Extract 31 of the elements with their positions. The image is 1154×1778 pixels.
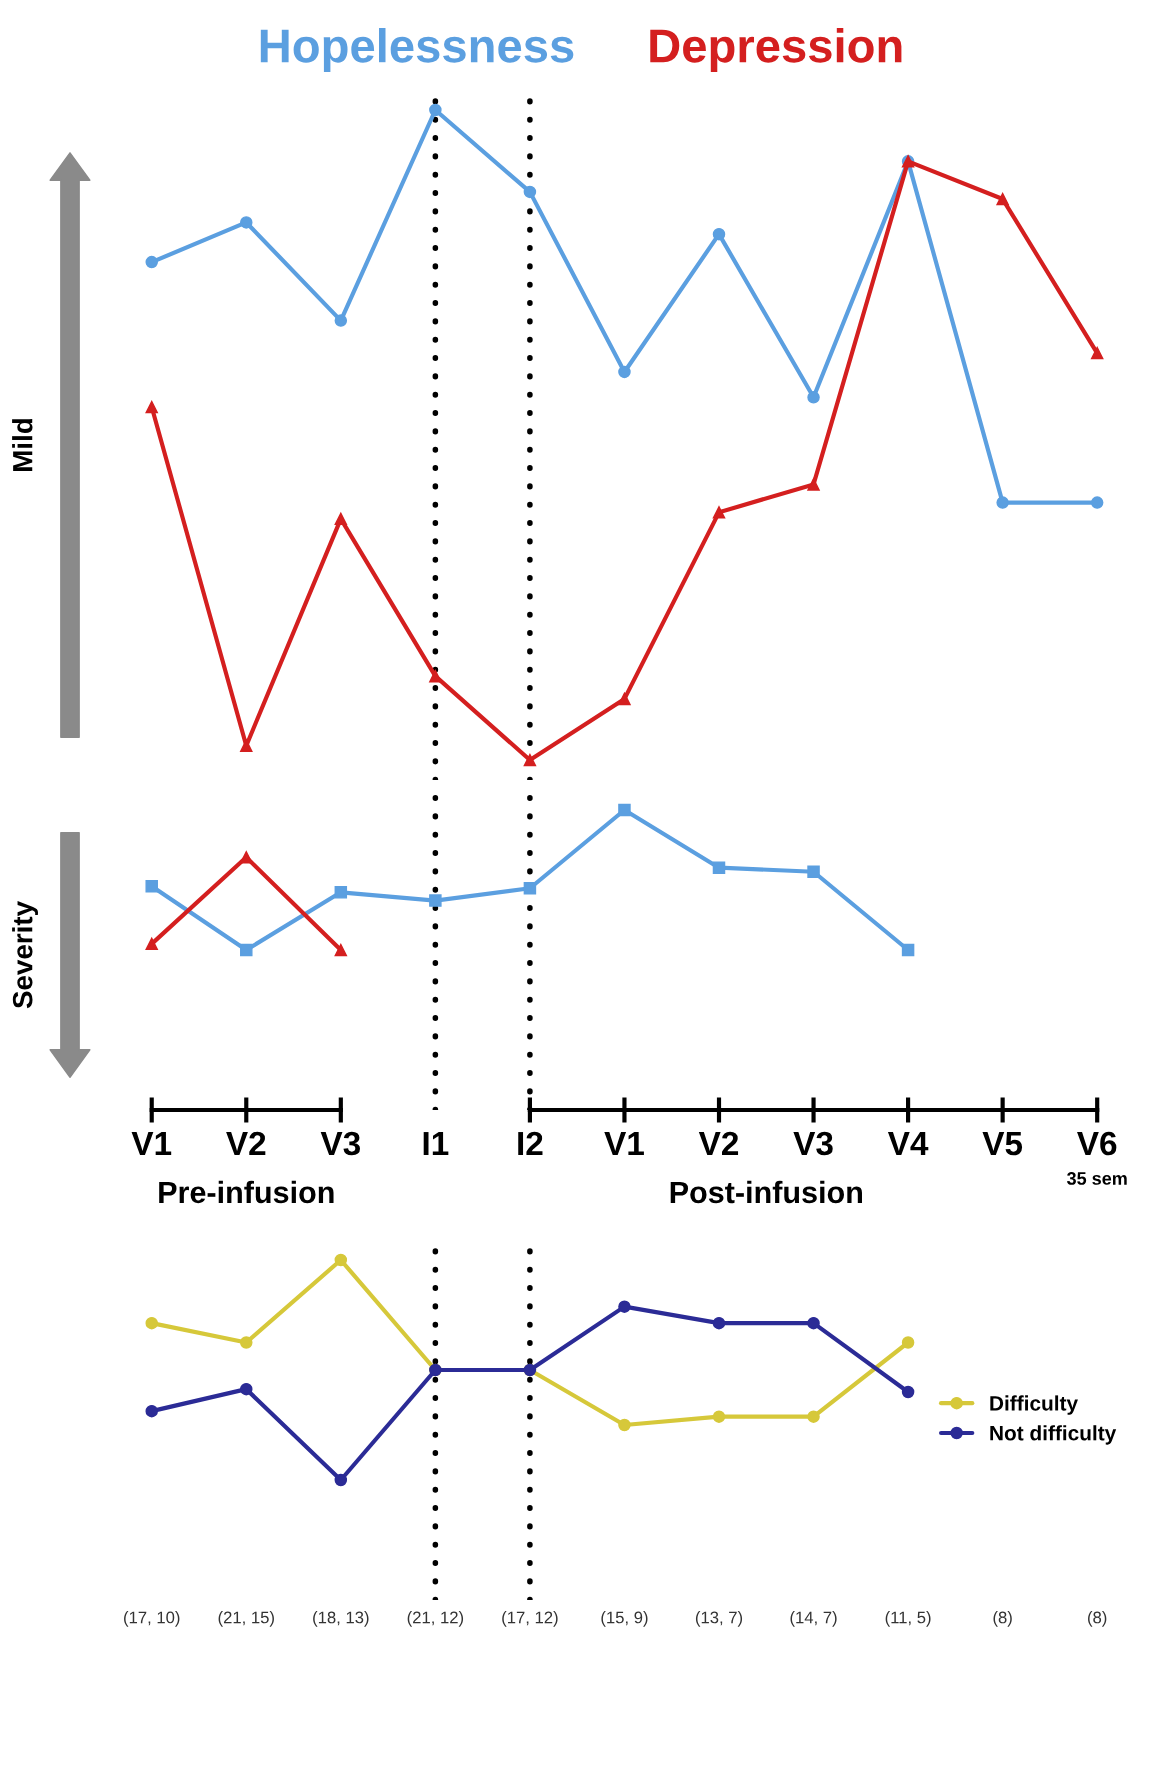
legend-label: Not difficulty (990, 1425, 1117, 1445)
x-tick-label: V2 (226, 1131, 266, 1155)
x-tick-label: V1 (604, 1132, 644, 1155)
x-tick-label: (18, 13) (313, 1611, 369, 1627)
x-tick-label: V4 (887, 1132, 929, 1155)
x-tick-label: V2 (698, 1131, 739, 1155)
x-tick-label: V1 (131, 1132, 172, 1155)
x-tick-label: V3 (320, 1131, 360, 1156)
x-tick-label: I2 (518, 1131, 543, 1155)
x-tick-label: (15, 9) (601, 1611, 648, 1627)
x-tick-label: (11, 5) (885, 1611, 931, 1627)
y-axis-title: Mild (12, 419, 33, 471)
x-tick-label: (14, 7) (790, 1611, 837, 1627)
series-label: Depression (650, 27, 902, 73)
x-tick-label: V5 (982, 1132, 1023, 1156)
x-tick-label: (8) (993, 1611, 1012, 1627)
x-tick-label: (21, 12) (407, 1611, 464, 1627)
legend-label: Difficulty (990, 1395, 1078, 1415)
y-axis-title: Severity (12, 901, 38, 1009)
x-tick-label: I1 (423, 1132, 449, 1155)
x-tick-label: (21, 15) (218, 1611, 274, 1627)
text: 35 sem (1066, 1172, 1127, 1185)
text: Pre-infusion (159, 1180, 334, 1204)
x-tick-label: (17, 12) (502, 1611, 558, 1627)
text: Post-infusion (670, 1180, 862, 1204)
x-tick-label: (8) (1088, 1611, 1107, 1627)
x-tick-label: (17, 10) (124, 1611, 180, 1627)
series-label: Hopelessness (260, 27, 574, 73)
x-tick-label: V6 (1077, 1131, 1117, 1156)
x-tick-label: V3 (793, 1131, 833, 1156)
x-tick-label: (13, 7) (695, 1611, 743, 1627)
